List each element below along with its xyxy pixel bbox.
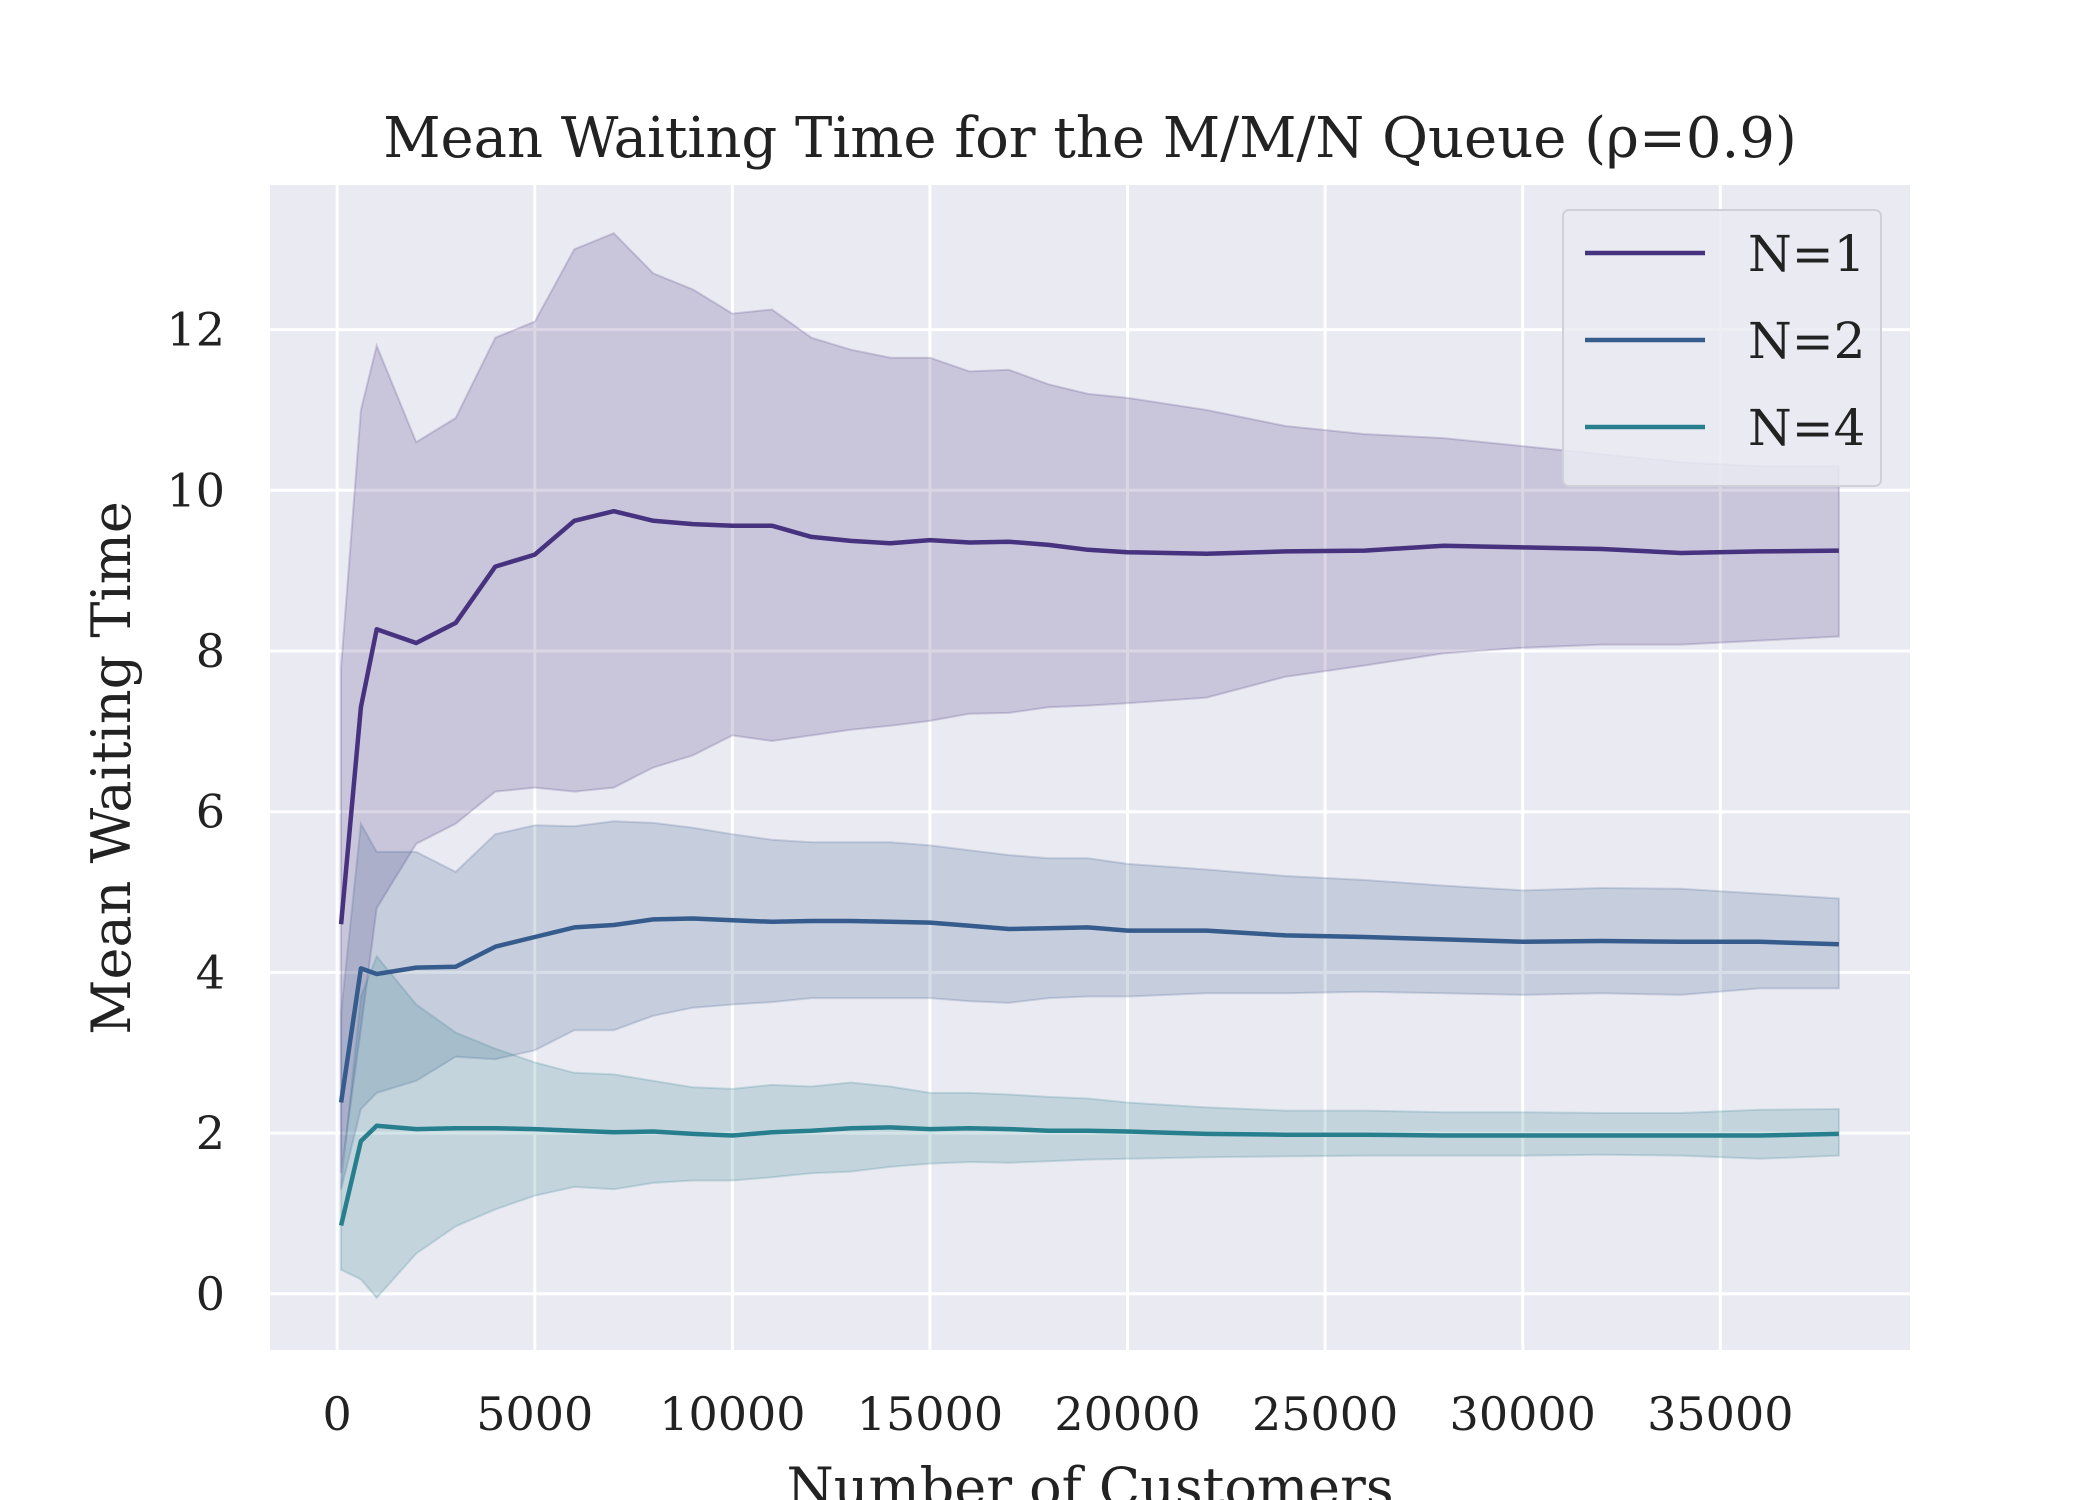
y-tick-label: 12 — [166, 303, 225, 357]
y-tick-label: 10 — [166, 463, 225, 517]
series-lines — [338, 508, 1839, 1227]
confidence-band-2 — [340, 820, 1840, 1190]
x-tick-label: 20000 — [1054, 1387, 1200, 1441]
legend-box — [1562, 209, 1882, 487]
x-tick-label: 5000 — [476, 1387, 593, 1441]
y-tick-label: 0 — [196, 1267, 225, 1321]
y-tick-label: 4 — [196, 945, 225, 999]
legend-label: N=2 — [1748, 312, 1865, 370]
confidence-band-1 — [340, 232, 1840, 1174]
y-axis-label: Mean Waiting Time — [80, 501, 143, 1035]
x-tick-labels: 0 5000 10000 15000 20000 25000 30000 35000 — [323, 1387, 1794, 1441]
x-tick-label: 30000 — [1450, 1387, 1596, 1441]
x-tick-label: 35000 — [1647, 1387, 1793, 1441]
legend-label: N=1 — [1748, 225, 1865, 283]
x-axis-label: Number of Customers — [786, 1456, 1393, 1500]
confidence-band-3 — [340, 954, 1840, 1300]
series-line-2 — [338, 916, 1839, 1103]
series-line-3 — [338, 1123, 1839, 1227]
y-tick-label: 6 — [196, 785, 225, 839]
x-tick-label: 10000 — [659, 1387, 805, 1441]
y-tick-labels: 0 2 4 6 8 10 12 — [166, 303, 225, 1321]
chart-title: Mean Waiting Time for the M/M/N Queue (ρ… — [383, 106, 1797, 171]
x-tick-label: 0 — [323, 1387, 352, 1441]
legend-label: N=4 — [1748, 399, 1865, 457]
series-line-1 — [338, 508, 1839, 925]
y-tick-label: 2 — [196, 1106, 225, 1160]
x-tick-label: 25000 — [1252, 1387, 1398, 1441]
legend: N=1 N=2 N=4 — [1562, 209, 1882, 487]
x-tick-label: 15000 — [857, 1387, 1003, 1441]
confidence-bands — [340, 232, 1840, 1300]
y-tick-label: 8 — [196, 624, 225, 678]
